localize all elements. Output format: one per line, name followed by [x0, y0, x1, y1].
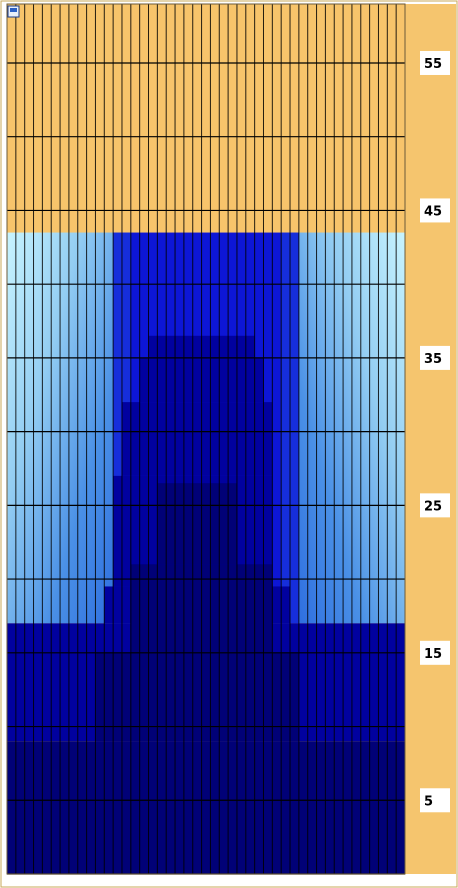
water-dark-region	[121, 402, 273, 476]
corner-icon-bar	[10, 8, 17, 12]
tick-label-box	[420, 640, 450, 665]
axis-strip	[405, 4, 456, 874]
y-tick-label: 55	[424, 57, 442, 72]
y-tick-label: 5	[424, 794, 433, 809]
tick-label-box	[420, 493, 450, 518]
tick-label-box	[420, 788, 450, 813]
y-tick-label: 45	[424, 204, 442, 219]
tick-label-box	[420, 345, 450, 370]
tick-label-box	[420, 50, 450, 75]
plot-border	[6, 3, 406, 875]
y-tick-label: 35	[424, 352, 442, 367]
window-corner-icon	[7, 5, 20, 18]
water-deep-region	[157, 483, 237, 565]
water-deep-region	[7, 741, 405, 874]
tick-label-box	[420, 198, 450, 223]
water-deep-region	[95, 652, 299, 742]
y-tick-label: 15	[424, 647, 442, 662]
y-tick-label: 25	[424, 499, 442, 514]
